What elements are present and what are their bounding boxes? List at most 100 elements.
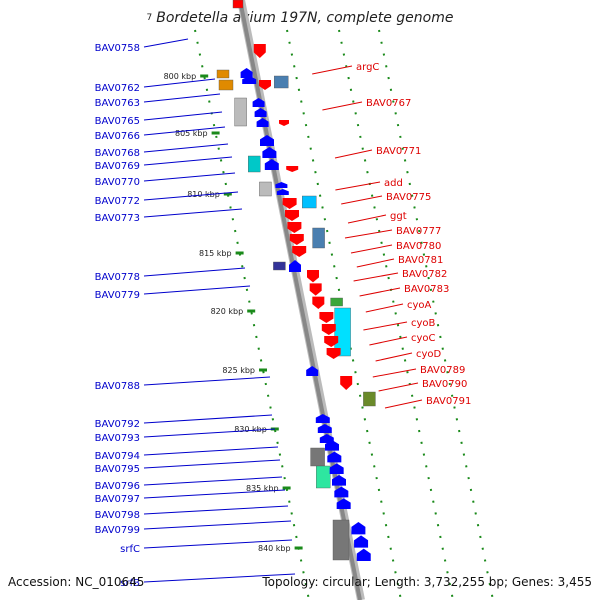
right-gene-label: cyoB [411, 318, 436, 329]
right-leader-line [378, 382, 419, 392]
forward-gene-arrow [356, 548, 371, 561]
gene-block [310, 447, 325, 467]
gene-block [363, 391, 376, 407]
left-gene-label: srfB [120, 578, 140, 589]
right-leader-line [363, 321, 408, 331]
reverse-gene-arrow [340, 376, 353, 390]
left-leader-line [143, 505, 289, 515]
right-leader-line [334, 149, 373, 159]
reverse-gene-arrow [287, 222, 302, 233]
reverse-gene-arrow [324, 336, 339, 347]
dotted-guide-lines [194, 29, 494, 600]
forward-gene-arrow [252, 98, 265, 107]
forward-gene-arrow [306, 366, 319, 376]
left-gene-label: BAV0772 [95, 196, 140, 207]
right-leader-line [312, 65, 353, 75]
left-gene-label: srfC [120, 544, 140, 555]
right-leader-line [341, 195, 383, 205]
dotted-guide-1 [286, 29, 402, 600]
forward-gene-arrow [242, 76, 257, 84]
gene-block [302, 195, 317, 209]
gene-block [216, 69, 230, 79]
left-gene-label: BAV0766 [95, 131, 140, 142]
left-gene-label: BAV0770 [95, 177, 140, 188]
dotted-guide-0 [194, 29, 310, 600]
right-gene-label: BAV0790 [422, 379, 467, 390]
gene-block [259, 181, 272, 197]
left-leader-line [143, 539, 293, 549]
gene-block [232, 0, 244, 9]
right-gene-label: BAV0783 [404, 284, 449, 295]
gene-block [234, 97, 247, 127]
left-leader-line [143, 414, 273, 424]
forward-gene-arrow [317, 424, 332, 433]
gene-block [274, 75, 289, 89]
forward-gene-arrow [334, 486, 349, 498]
left-leader-line [143, 459, 281, 469]
forward-gene-arrow [262, 147, 277, 158]
forward-gene-arrow [256, 118, 269, 127]
forward-gene-arrow [351, 522, 366, 535]
right-gene-label: BAV0781 [398, 255, 443, 266]
right-leader-line [365, 303, 404, 313]
reverse-gene-arrow [286, 166, 299, 172]
reverse-gene-arrow [307, 270, 319, 283]
right-gene-label: BAV0775 [386, 192, 431, 203]
gene-block [330, 297, 343, 307]
reverse-gene-arrow [253, 44, 266, 58]
left-gene-label: BAV0768 [95, 148, 140, 159]
forward-gene-arrow [315, 414, 330, 423]
left-gene-label: BAV0798 [95, 510, 140, 521]
gene-features [216, 0, 376, 561]
left-leader-line [143, 573, 296, 583]
reverse-gene-arrow [292, 246, 307, 257]
gene-block [316, 465, 331, 489]
right-gene-label: BAV0791 [426, 396, 471, 407]
forward-gene-arrow [276, 189, 289, 195]
reverse-gene-arrow [312, 296, 325, 309]
label-leaders [143, 38, 423, 583]
left-leader-line [143, 111, 223, 121]
left-gene-label: BAV0773 [95, 213, 140, 224]
left-gene-label: BAV0762 [95, 83, 140, 94]
right-gene-label: BAV0780 [396, 241, 441, 252]
forward-gene-arrow [289, 260, 301, 272]
gene-labels: BAV0758 BAV0762 BAV0763 BAV0765 BAV0766 BAV07… [95, 43, 472, 589]
map-number: 7 [146, 13, 153, 23]
left-leader-line [143, 38, 189, 48]
right-gene-label: BAV0771 [376, 146, 421, 157]
forward-gene-arrow [264, 159, 279, 170]
left-gene-label: BAV0794 [95, 451, 140, 462]
left-gene-label: BAV0758 [95, 43, 140, 54]
right-leader-line [359, 287, 401, 297]
right-leader-line [350, 244, 393, 254]
reverse-gene-arrow [279, 120, 289, 126]
right-gene-label: BAV0782 [402, 269, 447, 280]
accession-text: Accession: NC_010645 [8, 575, 145, 589]
reverse-gene-arrow [285, 210, 299, 221]
right-leader-line [356, 258, 395, 268]
kbp-tick-label: 800 kbp [164, 72, 197, 81]
reverse-gene-arrow [309, 283, 322, 296]
reverse-gene-arrow [282, 198, 297, 209]
left-leader-line [143, 376, 271, 386]
gene-block [218, 79, 234, 91]
right-gene-label: add [384, 178, 403, 189]
right-gene-label: cyoD [416, 349, 442, 360]
left-gene-label: BAV0795 [95, 464, 140, 475]
gene-block [312, 227, 325, 249]
right-gene-label: ggt [390, 211, 407, 222]
dotted-guide-2 [338, 29, 454, 600]
reverse-gene-arrow [319, 312, 334, 323]
right-leader-line [347, 214, 387, 224]
forward-gene-arrow [336, 498, 351, 509]
kbp-tick-label: 825 kbp [222, 366, 255, 375]
gene-block [332, 519, 350, 561]
left-gene-label: BAV0779 [95, 290, 140, 301]
forward-gene-arrow [319, 434, 334, 443]
left-leader-line [143, 143, 229, 153]
right-gene-label: argC [356, 62, 379, 73]
left-leader-line [143, 208, 243, 218]
right-gene-label: cyoA [407, 300, 432, 311]
forward-gene-arrow [327, 451, 342, 463]
